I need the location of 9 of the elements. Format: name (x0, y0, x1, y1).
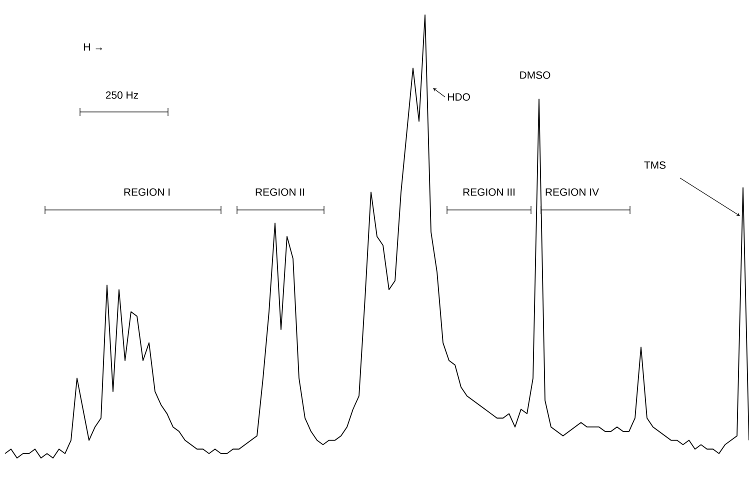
annotation: TMS (644, 161, 666, 169)
annotation: 250 Hz (106, 91, 138, 99)
annotation: REGION IV (546, 188, 599, 196)
annotation: H → (84, 43, 102, 51)
annotation: REGION II (256, 188, 304, 196)
annotation: HDO (448, 93, 470, 101)
annotation: DMSO (520, 71, 550, 79)
annotation: REGION III (463, 188, 514, 196)
annotation: REGION I (124, 188, 170, 196)
